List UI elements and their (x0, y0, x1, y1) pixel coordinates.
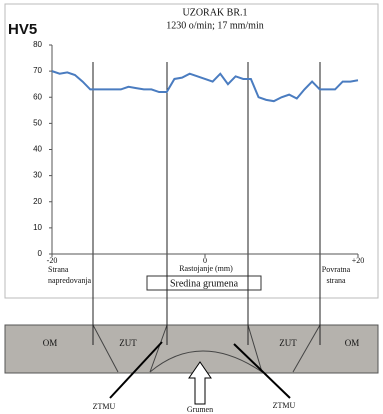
y-tick-label: 0 (38, 249, 43, 258)
zone-label: ZUT (119, 338, 137, 348)
figure: HV5 UZORAK BR.1 1230 o/min; 17 mm/min Ra… (0, 0, 383, 414)
left-note: napredovanja (48, 276, 92, 285)
y-tick-label: 60 (33, 92, 42, 101)
arrow-label: ZTMU (273, 401, 296, 410)
y-tick-label: 70 (33, 66, 42, 75)
x-tick-label: -20 (47, 256, 58, 265)
y-tick-label: 30 (33, 171, 42, 180)
x-tick-label: +20 (352, 256, 365, 265)
right-note: strana (326, 276, 346, 285)
left-note: Strana (48, 265, 69, 274)
y-tick-label: 10 (33, 223, 42, 232)
y-tick-label: 40 (33, 145, 42, 154)
y-label: HV5 (8, 21, 37, 38)
weld-section (5, 325, 378, 373)
chart-title: UZORAK BR.1 (182, 7, 247, 18)
zone-label: OM (43, 338, 58, 348)
x-tick-label: 0 (203, 256, 207, 265)
chart-subtitle: 1230 o/min; 17 mm/min (166, 20, 264, 31)
x-label: Rastojanje (mm) (179, 264, 233, 273)
arrow-label: Grumen (187, 405, 213, 414)
zone-label: OM (345, 338, 360, 348)
y-tick-label: 50 (33, 118, 42, 127)
y-tick-label: 80 (33, 40, 42, 49)
y-tick-label: 20 (33, 197, 42, 206)
center-note: Sredina grumena (170, 278, 239, 289)
arrow-label: ZTMU (93, 402, 116, 411)
zone-label: ZUT (279, 338, 297, 348)
right-note: Povratna (322, 265, 351, 274)
